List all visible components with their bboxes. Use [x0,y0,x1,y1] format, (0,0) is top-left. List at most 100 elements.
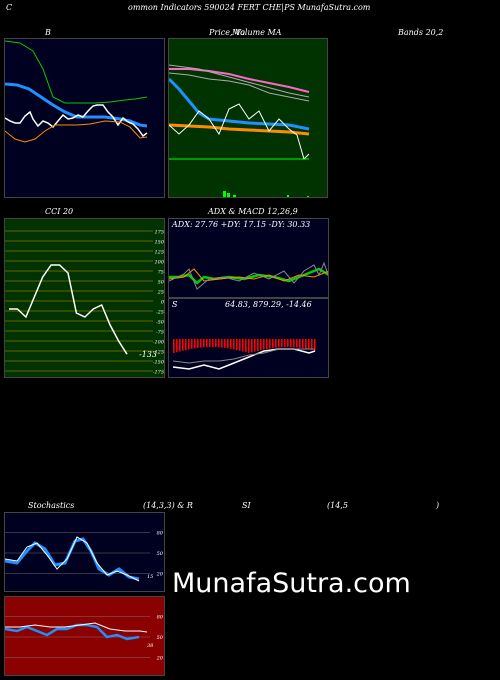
label-cci: CCI 20 [45,207,74,216]
tick-label: 20 [156,655,164,661]
adx-panel: ADX: 27.76 +DY: 17.15 -DY: 30.33 [168,218,329,298]
macd-bar [272,339,274,349]
bollinger-panel [4,38,165,198]
macd-bar [209,339,211,348]
macd-value: 64.83 [225,300,248,309]
macd-bar [212,339,214,348]
cci-tick-label: -100 [153,340,165,346]
label-stoch-a: Stochastics [28,501,75,510]
macd-bar [200,339,202,348]
cci-tick-label: 25 [157,290,164,296]
macd-bar [248,339,250,353]
macd-bar [221,339,223,348]
label-price-volume-ma: Price, Volume MA [209,28,282,37]
cci-tick-label: -150 [153,360,165,366]
tick-label: 80 [157,531,164,537]
cci-last-value: -133 [139,350,157,359]
cci-tick-label: 150 [154,240,164,246]
macd-bar [188,339,190,350]
macd-bar [299,339,301,348]
macd-bar [239,339,241,351]
cci-tick-label: -75 [156,330,164,336]
cci-line [9,264,128,355]
tick-label: 50 [157,551,164,557]
cci-tick-label: -175 [153,370,164,376]
macd-panel: S 64.83, 879.29, -14.46 [168,298,329,378]
last-value-label: 38 [147,643,153,649]
macd-bar [290,339,292,348]
rsi-panel: 80 50 20 38 [4,596,165,676]
stochastics-panel: 80 50 20 15 [4,512,165,592]
bollinger-chart [5,40,148,143]
tick-label: 80 [157,615,164,621]
price-ma-chart [169,64,310,197]
cci-chart: 175 150 125 100 75 50 25 0 -25 -50 -75 -100 -125 -150… [5,230,165,376]
label-bands: Bands 20,2 [398,28,444,37]
label-stoch-c: SI [242,501,251,510]
adx-chart [169,261,328,290]
cci-tick-label: 50 [158,280,165,286]
macd-bar [245,339,247,353]
cci-tick-label: 75 [158,270,164,276]
macd-bar [305,339,307,349]
macd-bar [263,339,265,350]
macd-bar [266,339,268,349]
label-adx-macd: ADX & MACD 12,26,9 [208,207,298,216]
macd-bar [179,339,181,352]
macd-bar [296,339,298,348]
macd-signal-value: 879.29 [253,300,282,309]
tick-label: 50 [157,635,164,641]
di-plus-value: 17.15 [243,220,267,229]
label-ma-overlay: Ma [232,28,245,37]
di-minus-value: 30.33 [287,220,311,229]
macd-bar [176,339,178,353]
macd-bar [269,339,271,349]
label-stoch-b: (14,3,3) & R [143,501,193,510]
macd-bar [173,339,175,353]
cci-tick-label: 175 [154,230,164,236]
cci-panel: 175 150 125 100 75 50 25 0 -25 -50 -75 -100 -125 -150… [4,218,165,378]
macd-bar [182,339,184,351]
macd-bar [257,339,259,351]
label-stoch-d: (14,5 [327,501,348,510]
macd-bar [314,339,316,351]
macd-bar [230,339,232,349]
macd-chart [172,339,316,370]
cci-tick-label: 125 [154,250,164,256]
cci-grid: 175 150 125 100 75 50 25 0 -25 -50 -75 -100 -125 -150… [5,230,165,376]
macd-hist-value: -14.46 [286,300,312,309]
macd-bar [197,339,199,348]
header-title-left: C [6,3,13,12]
macd-bar [194,339,196,349]
adx-values: ADX: 27.76 +DY: 17.15 -DY: 30.33 [172,220,311,229]
price-ma-panel [168,38,328,198]
macd-bar [236,339,238,351]
macd-bar [233,339,235,350]
header-title-right: ommon Indicators 590024 FERT CHE|PS Muna… [128,3,371,12]
macd-bar [287,339,289,348]
cci-tick-label: -25 [156,310,164,316]
cci-tick-label: 100 [154,260,164,266]
macd-bar [293,339,295,348]
macd-bar [275,339,277,348]
label-bollinger: B [45,28,51,37]
macd-bar [206,339,208,348]
macd-bar [227,339,229,349]
macd-bar [308,339,310,350]
macd-bar [191,339,193,349]
macd-values: S 64.83, 879.29, -14.46 [172,300,312,309]
macd-histogram [173,339,316,353]
macd-bar [215,339,217,348]
cci-tick-label: 0 [161,300,165,306]
last-value-label: 15 [147,574,153,580]
macd-bar [284,339,286,348]
macd-bar [218,339,220,348]
macd-bar [254,339,256,352]
cci-tick-label: -50 [156,320,165,326]
macd-bar [224,339,226,348]
macd-bar [242,339,244,352]
label-stoch-e: ) [436,501,440,510]
macd-bar [251,339,253,353]
